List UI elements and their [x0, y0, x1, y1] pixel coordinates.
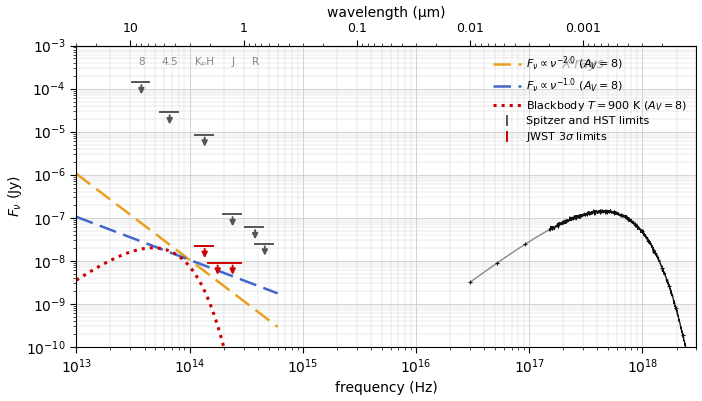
$F_\nu \propto \nu^{-2.0}\ (A_V = 8)$ [181, 254, 190, 259]
Text: 8: 8 [138, 57, 145, 67]
X-axis label: frequency (Hz): frequency (Hz) [335, 381, 438, 395]
Blackbody $T = 900\ \mathrm{K}\ (A_V = 8)$ [149, 245, 157, 250]
$F_\nu \propto \nu^{-1.0}\ (A_V = 8)$ [181, 256, 190, 261]
Line: $F_\nu \propto \nu^{-1.0}\ (A_V = 8)$: $F_\nu \propto \nu^{-1.0}\ (A_V = 8)$ [77, 217, 278, 294]
$F_\nu \propto \nu^{-1.0}\ (A_V = 8)$ [269, 289, 277, 294]
Line: $F_\nu \propto \nu^{-2.0}\ (A_V = 8)$: $F_\nu \propto \nu^{-2.0}\ (A_V = 8)$ [77, 174, 278, 327]
Text: KₚH: KₚH [195, 57, 214, 67]
$F_\nu \propto \nu^{-2.0}\ (A_V = 8)$ [192, 263, 200, 267]
$F_\nu \propto \nu^{-1.0}\ (A_V = 8)$ [274, 291, 282, 296]
$F_\nu \propto \nu^{-1.0}\ (A_V = 8)$ [72, 215, 81, 219]
Text: X-rays: X-rays [562, 57, 604, 71]
Blackbody $T = 900\ \mathrm{K}\ (A_V = 8)$ [182, 260, 190, 265]
$F_\nu \propto \nu^{-1.0}\ (A_V = 8)$ [237, 277, 246, 282]
Text: R: R [251, 57, 258, 67]
Blackbody $T = 900\ \mathrm{K}\ (A_V = 8)$ [169, 251, 178, 255]
$F_\nu \propto \nu^{-2.0}\ (A_V = 8)$ [168, 244, 176, 249]
Legend: $F_\nu \propto \nu^{-2.0}\ (A_V = 8)$, $F_\nu \propto \nu^{-1.0}\ (A_V = 8)$, Bl: $F_\nu \propto \nu^{-2.0}\ (A_V = 8)$, $… [490, 51, 691, 148]
$F_\nu \propto \nu^{-2.0}\ (A_V = 8)$ [72, 171, 81, 176]
$F_\nu \propto \nu^{-2.0}\ (A_V = 8)$ [269, 321, 277, 326]
Text: J: J [231, 57, 234, 67]
Line: Blackbody $T = 900\ \mathrm{K}\ (A_V = 8)$: Blackbody $T = 900\ \mathrm{K}\ (A_V = 8… [77, 248, 278, 401]
$F_\nu \propto \nu^{-2.0}\ (A_V = 8)$ [169, 245, 178, 250]
Text: 4.5: 4.5 [161, 57, 178, 67]
Blackbody $T = 900\ \mathrm{K}\ (A_V = 8)$ [72, 278, 81, 283]
Y-axis label: $F_\nu$ (Jy): $F_\nu$ (Jy) [6, 175, 24, 217]
$F_\nu \propto \nu^{-2.0}\ (A_V = 8)$ [237, 297, 246, 302]
$F_\nu \propto \nu^{-1.0}\ (A_V = 8)$ [169, 251, 178, 256]
Blackbody $T = 900\ \mathrm{K}\ (A_V = 8)$ [192, 274, 201, 279]
$F_\nu \propto \nu^{-1.0}\ (A_V = 8)$ [168, 251, 176, 255]
$F_\nu \propto \nu^{-2.0}\ (A_V = 8)$ [274, 324, 282, 329]
$F_\nu \propto \nu^{-1.0}\ (A_V = 8)$ [192, 260, 200, 265]
Blackbody $T = 900\ \mathrm{K}\ (A_V = 8)$ [168, 250, 177, 255]
